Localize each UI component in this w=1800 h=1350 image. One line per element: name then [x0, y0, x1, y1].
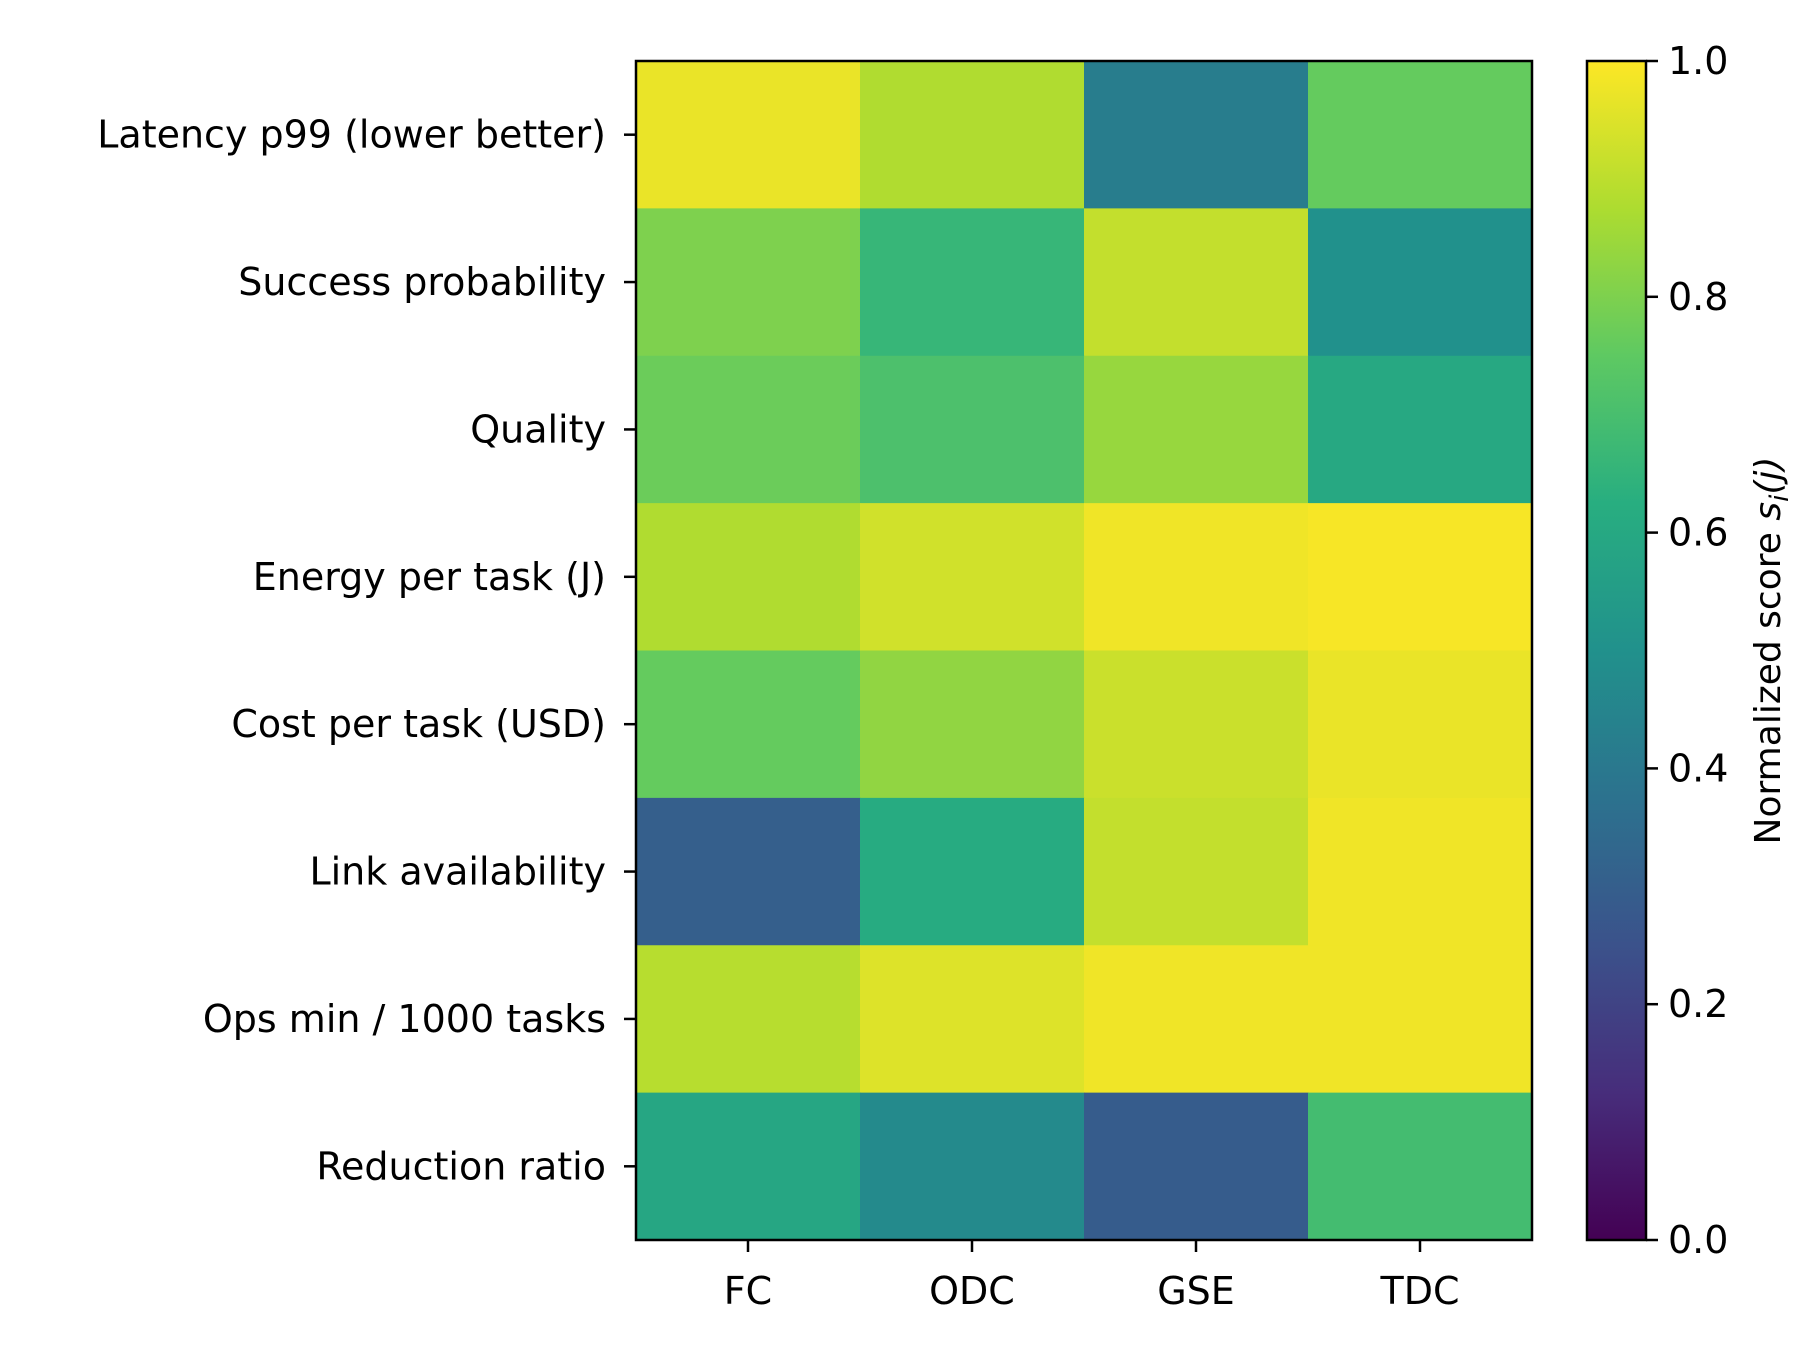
heatmap-cell: [636, 945, 861, 1094]
x-tick-label: FC: [724, 1269, 772, 1313]
heatmap-cell: [1308, 1092, 1533, 1241]
y-tick-label: Cost per task (USD): [231, 702, 606, 746]
colorbar-ticks: 0.0 0.2 0.4 0.6 0.8 1.0: [1646, 39, 1728, 1262]
heatmap-cell: [1084, 650, 1309, 799]
colorbar-label-main: Normalized score: [1748, 521, 1789, 845]
heatmap-cell: [860, 1092, 1085, 1241]
colorbar-tick-label: 0.2: [1668, 982, 1728, 1026]
colorbar-label: Normalized score si(j): [1748, 457, 1795, 845]
plot-frame: [634, 59, 1534, 1242]
colorbar-label-subscript: i: [1765, 494, 1795, 502]
colorbar-tick-label: 1.0: [1668, 39, 1728, 83]
y-axis-ticks: Latency p99 (lower better) Success probab…: [97, 113, 636, 1188]
heatmap-cell: [860, 355, 1085, 504]
y-tick-label: Link availability: [309, 850, 606, 894]
heatmap-cell: [1084, 945, 1309, 1094]
heatmap-cell: [1084, 1092, 1309, 1241]
heatmap-cell: [1308, 797, 1533, 946]
heatmap-cell: [636, 208, 861, 357]
heatmap-cells: [636, 61, 1533, 1241]
heatmap-cell: [1308, 503, 1533, 652]
y-tick-label: Latency p99 (lower better): [97, 113, 606, 157]
colorbar-label-argument: (j): [1748, 457, 1789, 495]
y-tick-label: Success probability: [238, 260, 606, 304]
heatmap-cell: [1308, 945, 1533, 1094]
heatmap-cell: [1308, 61, 1533, 209]
heatmap-cell: [860, 61, 1085, 209]
colorbar-tick-label: 0.4: [1668, 746, 1728, 790]
heatmap-cell: [636, 797, 861, 946]
heatmap-cell: [860, 208, 1085, 357]
heatmap-cell: [860, 945, 1085, 1094]
heatmap-cell: [1084, 61, 1309, 209]
heatmap-cell: [636, 503, 861, 652]
x-tick-label: TDC: [1379, 1269, 1459, 1313]
heatmap-cell: [860, 797, 1085, 946]
y-tick-label: Ops min / 1000 tasks: [203, 997, 606, 1041]
heatmap-cell: [636, 1092, 861, 1241]
y-tick-label: Quality: [470, 407, 606, 451]
y-tick-label: Energy per task (J): [253, 555, 606, 599]
heatmap-cell: [636, 650, 861, 799]
y-tick-label: Reduction ratio: [316, 1144, 606, 1188]
heatmap-cell: [1308, 355, 1533, 504]
colorbar-tick-label: 0.8: [1668, 275, 1728, 319]
x-axis-ticks: FC ODC GSE TDC: [724, 1240, 1460, 1313]
heatmap-cell: [1084, 503, 1309, 652]
colorbar-tick-label: 0.0: [1668, 1218, 1728, 1262]
heatmap-cell: [1084, 797, 1309, 946]
heatmap-cell: [1084, 208, 1309, 357]
colorbar-label-symbol: s: [1748, 502, 1789, 521]
x-tick-label: ODC: [929, 1269, 1015, 1313]
x-tick-label: GSE: [1157, 1269, 1235, 1313]
colorbar-tick-label: 0.6: [1668, 511, 1728, 555]
heatmap-cell: [1084, 355, 1309, 504]
heatmap-cell: [860, 503, 1085, 652]
heatmap-cell: [1308, 208, 1533, 357]
heatmap-cell: [1308, 650, 1533, 799]
heatmap-cell: [636, 61, 861, 209]
heatmap-cell: [636, 355, 861, 504]
heatmap-cell: [860, 650, 1085, 799]
colorbar: [1585, 59, 1648, 1242]
